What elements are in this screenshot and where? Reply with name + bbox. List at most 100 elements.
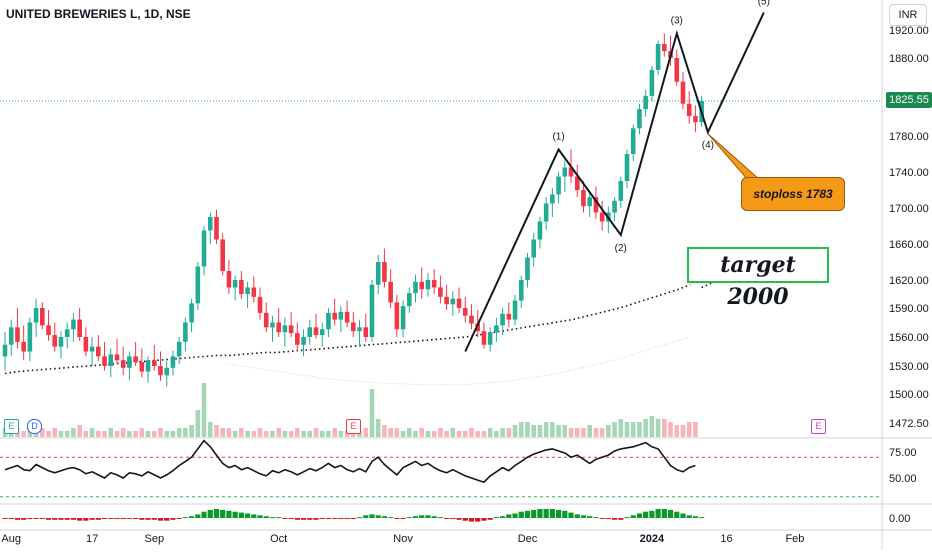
volume-bar	[40, 428, 45, 437]
candle	[444, 296, 449, 305]
volume-bar	[506, 428, 512, 437]
candle	[71, 319, 76, 330]
histogram-bar	[419, 515, 425, 518]
volume-bar	[494, 431, 499, 437]
time-axis-label: Oct	[270, 533, 287, 545]
volume-bar	[537, 425, 543, 437]
candle	[33, 308, 39, 323]
histogram-bar	[692, 516, 699, 518]
histogram-bar	[269, 517, 276, 519]
volume-bar	[64, 431, 70, 437]
price-tick-label: 1740.00	[889, 167, 929, 179]
rsi-line	[4, 439, 696, 484]
volume-bar	[556, 425, 561, 437]
histogram-bar	[350, 518, 356, 519]
histogram-bar	[406, 517, 412, 519]
volume-bar	[662, 419, 667, 437]
histogram-bar	[151, 518, 157, 520]
volume-bar	[456, 431, 462, 437]
histogram-bar	[257, 515, 263, 518]
histogram-bar	[506, 514, 512, 518]
candle	[487, 332, 493, 345]
volume-bar	[89, 428, 95, 437]
histogram-bar	[580, 515, 587, 518]
volume-bar	[52, 428, 58, 437]
histogram-bar	[251, 514, 257, 518]
candle	[158, 366, 163, 376]
histogram-bar	[667, 509, 674, 518]
histogram-bar	[468, 518, 475, 522]
histogram-bar	[313, 518, 319, 520]
candle	[77, 319, 82, 337]
volume-bar	[102, 431, 107, 437]
volume-bar	[630, 422, 636, 437]
volume-bar	[239, 428, 244, 437]
candle	[593, 197, 599, 213]
volume-bar	[46, 431, 51, 437]
histogram-bar	[282, 518, 288, 519]
volume-bar	[226, 428, 232, 437]
earnings-badge-icon[interactable]: E	[346, 419, 361, 434]
price-tick-label: 1660.00	[889, 239, 929, 251]
candle	[568, 167, 574, 177]
histogram-bar	[599, 518, 605, 519]
candle	[226, 271, 232, 288]
candle	[462, 308, 468, 316]
candle	[537, 221, 543, 240]
candle	[612, 200, 617, 213]
candle	[46, 325, 51, 336]
histogram-bar	[444, 518, 450, 519]
candle	[8, 327, 14, 345]
candle	[58, 337, 64, 347]
candle	[96, 346, 101, 357]
histogram-bar	[574, 514, 580, 518]
candle	[64, 329, 70, 337]
histogram-bar	[220, 509, 226, 518]
volume-bar	[693, 422, 698, 437]
histogram-bar	[462, 518, 468, 521]
volume-bar	[158, 428, 163, 437]
candle	[276, 322, 281, 333]
volume-bar	[525, 422, 530, 437]
candle	[469, 315, 474, 324]
volume-bar	[183, 428, 188, 437]
candle	[189, 303, 194, 323]
histogram-bar	[524, 510, 531, 518]
moving-average-line	[4, 283, 691, 375]
histogram-bar	[21, 518, 27, 520]
candle	[214, 217, 219, 240]
histogram-bar	[649, 510, 655, 518]
currency-selector[interactable]: INR	[889, 4, 927, 26]
volume-bar	[686, 422, 692, 437]
time-axis-label: 17	[86, 533, 98, 545]
earnings-badge-icon[interactable]: E	[4, 419, 19, 434]
histogram-bar	[388, 517, 394, 519]
candle	[183, 322, 188, 342]
histogram-bar	[126, 518, 132, 519]
candle	[288, 325, 294, 334]
time-axis-label: Nov	[393, 533, 413, 545]
volume-bar	[425, 431, 431, 437]
volume-bar	[207, 422, 213, 437]
candle	[27, 322, 33, 352]
candle	[562, 167, 568, 177]
volume-bar	[593, 428, 599, 437]
earnings-badge-icon[interactable]: E	[811, 419, 826, 434]
histogram-bar	[643, 511, 649, 518]
histogram-bar	[288, 518, 294, 519]
volume-bar	[375, 419, 381, 437]
histogram-bar	[33, 518, 39, 519]
candle	[662, 44, 667, 51]
volume-bar	[83, 431, 89, 437]
candle	[574, 176, 580, 190]
volume-bar	[655, 419, 661, 437]
candle	[108, 354, 114, 366]
volume-bar	[232, 431, 238, 437]
histogram-bar	[244, 513, 251, 518]
histogram-bar	[369, 514, 375, 518]
price-tick-label: 1880.00	[889, 53, 929, 65]
histogram-bar	[699, 517, 705, 519]
dividend-badge-icon[interactable]: D	[27, 419, 42, 434]
